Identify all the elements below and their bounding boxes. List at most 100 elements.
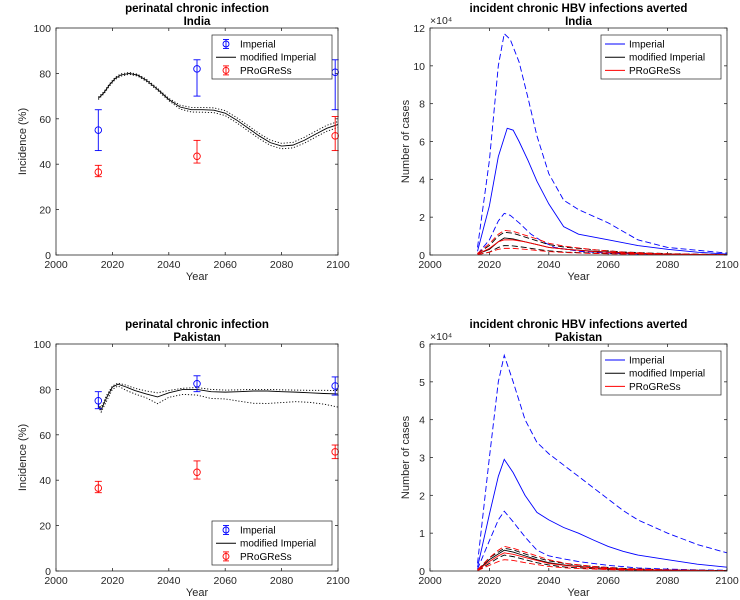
data-point [94,397,103,405]
legend-label: Imperial [240,40,276,51]
axis-exponent: ×10⁴ [430,331,452,343]
series-line-imperial-upper [477,32,727,254]
y-tick-label: 1 [419,528,425,540]
axis-exponent: ×10⁴ [430,15,452,27]
y-tick-label: 0 [45,566,51,578]
x-tick-label: 2060 [214,575,238,587]
data-point [94,168,103,176]
errorbar-imperial [94,391,103,410]
x-tick-label: 2100 [326,575,350,587]
y-tick-label: 20 [39,205,51,217]
x-tick-label: 2000 [44,575,68,587]
axes-box [429,27,728,256]
y-tick-label: 80 [39,68,51,80]
y-tick-label: 80 [39,384,51,396]
x-tick-label: 2060 [597,575,621,587]
errorbar-progress [331,444,339,460]
errorbar-progress [193,460,201,480]
legend-label: Imperial [629,40,665,51]
legend-label: PRoGReSs [629,382,681,393]
x-tick-label: 2000 [418,259,442,271]
data-point [331,382,339,390]
axes-box [55,27,339,256]
y-tick-label: 60 [39,114,51,126]
errorbar-progress [331,116,339,152]
x-axis-label: Year [186,271,209,283]
series-line-progress-lower [477,247,727,255]
x-tick-label: 2020 [478,575,502,587]
errorbar-progress [94,164,103,178]
series-line-imperial-upper [477,353,727,564]
series-line-progress-upper [477,545,727,571]
series-line-modified-imperial [97,72,338,147]
x-tick-label: 2080 [656,259,680,271]
y-tick-label: 0 [45,250,51,262]
x-tick-label: 2000 [44,259,68,271]
x-tick-label: 2080 [270,575,294,587]
chart-subtitle: Pakistan [173,332,220,344]
series-line-modified-imperial-lower [97,73,338,150]
legend-label: modified Imperial [240,53,316,64]
y-tick-label: 3 [419,453,425,465]
data-point [94,484,103,492]
y-tick-label: 12 [413,23,425,35]
series-line-imperial-lower [477,510,727,571]
chart-title: incident chronic HBV infections averted [470,3,688,15]
x-tick-label: 2040 [537,259,561,271]
errorbar-imperial [193,375,201,393]
data-point [193,65,201,73]
chart-tl: 2000 2020 2040 2060 2080 2100020406080100peri… [17,3,350,283]
x-tick-label: 2080 [656,575,680,587]
y-tick-label: 100 [33,23,51,35]
series-line-modified-imperial-upper [97,72,338,144]
x-tick-label: 2040 [157,575,181,587]
x-tick-label: 2040 [157,259,181,271]
data-point [193,468,201,477]
series-line-imperial [477,127,727,255]
y-tick-label: 0 [419,566,425,578]
legend: Imperial modified Imperial PRoGReSs [211,34,333,80]
x-tick-label: 2100 [715,575,739,587]
series-line-progress [477,239,727,255]
legend-swatch [222,66,230,74]
y-tick-label: 0 [419,250,425,262]
data-point [193,152,201,161]
series-group [97,72,338,150]
y-tick-label: 20 [39,521,51,533]
y-tick-label: 4 [419,415,425,427]
x-tick-label: 2060 [214,259,238,271]
legend-swatch [222,526,230,534]
x-tick-label: 2020 [478,259,502,271]
x-tick-label: 2100 [715,259,739,271]
chart-subtitle: Pakistan [555,332,602,344]
legend-label: modified Imperial [629,53,705,64]
y-tick-label: 8 [419,99,425,111]
series-line-imperial [477,458,727,568]
errorbar-imperial [94,109,103,152]
y-tick-label: 10 [413,61,425,73]
chart-br: 2000 2020 2040 2060 2080 2100 0 1 2 3 4 5 6 incident … [400,319,739,599]
x-tick-label: 2000 [418,575,442,587]
y-tick-label: 5 [419,377,425,389]
errorbar-progress [193,139,201,164]
chart-title: incident chronic HBV infections averted [470,319,688,331]
series-line-progress-upper [477,229,727,255]
x-tick-label: 2040 [537,575,561,587]
y-tick-label: 60 [39,430,51,442]
chart-tr: 2000 2020 2040 2060 2080 2100 0 2 4 6 8 10 12 inciden… [400,3,739,283]
legend-label: PRoGReSs [240,552,292,563]
y-axis-label: Incidence (%) [17,424,29,491]
y-tick-label: 6 [419,339,425,351]
series-line-modified-imperial-lower [477,554,727,571]
series-group [97,382,338,414]
y-tick-label: 2 [419,212,425,224]
legend-label: PRoGReSs [240,66,292,77]
chart-title: perinatal chronic infection [125,3,269,15]
legend-label: Imperial [240,526,276,537]
chart-subtitle: India [565,16,592,28]
legend-label: modified Imperial [240,539,316,550]
legend: Imperial modified Imperial PRoGReSs [600,34,722,80]
y-tick-label: 40 [39,475,51,487]
legend: Imperial modified Imperial PRoGReSs [211,520,333,566]
